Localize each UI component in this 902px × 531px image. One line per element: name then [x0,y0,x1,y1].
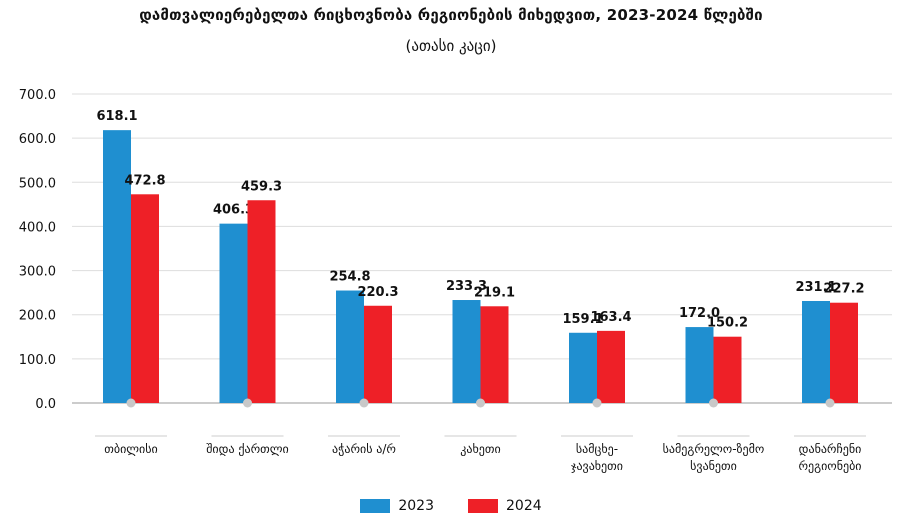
x-tick-label: სამცხე- [576,442,618,456]
x-tick-marker [359,398,369,408]
bar-2023 [219,223,248,403]
chart-title: დამთვალიერებელთა რიცხოვნობა რეგიონების მ… [139,6,763,24]
y-tick-label: 400.0 [19,220,56,235]
data-label-2023: 231.1 [795,280,836,295]
data-label-2024: 227.2 [823,282,864,297]
data-label-2023: 233.3 [446,279,487,294]
bar-2023 [336,290,364,403]
y-tick-label: 700.0 [19,88,56,103]
legend: 2023 2024 [0,498,902,514]
legend-swatch-2024 [468,499,498,513]
bar-2024 [247,200,276,403]
y-tick-label: 200.0 [19,309,56,324]
y-tick-label: 300.0 [19,265,56,280]
x-tick-marker [243,398,252,408]
data-label-2024: 459.3 [241,179,282,194]
x-tick-label: დანარჩენი [799,442,862,456]
x-tick-label: აჭარის ა/რ [332,442,396,456]
x-tick-label: ჯავახეთი [571,459,623,473]
data-label-2023: 159.1 [562,312,603,327]
data-label-2023: 254.8 [329,270,370,285]
data-label-2023: 618.1 [96,109,137,124]
bar-2024 [713,336,742,403]
bar-2023 [802,300,830,403]
bar-2023 [569,332,597,403]
y-tick-label: 100.0 [19,353,56,368]
x-tick-label: სამეგრელო-ზემო [663,442,765,456]
legend-item-2023: 2023 [360,498,434,514]
bar-2024 [830,302,858,403]
data-label-2024: 150.2 [707,316,748,331]
bar-2023 [103,130,131,403]
data-label-2024: 219.1 [474,285,515,300]
y-tick-label: 600.0 [19,132,56,147]
data-label-2024: 220.3 [357,285,398,300]
data-label-2024: 472.8 [124,173,165,188]
bar-2024 [480,306,509,403]
bar-2023 [685,327,714,403]
y-tick-label: 500.0 [19,176,56,191]
x-tick-marker [126,398,136,408]
x-tick-label: რეგიონები [798,459,861,473]
chart-subtitle: (ათასი კაცი) [405,37,497,55]
x-tick-label: კახეთი [460,442,500,456]
x-tick-label: სვანეთი [690,459,737,473]
legend-label-2023: 2023 [398,498,434,514]
legend-swatch-2023 [360,499,391,513]
bar-2024 [131,194,159,403]
data-label-2024: 163.4 [590,310,631,325]
x-tick-marker [476,398,485,408]
legend-item-2024: 2024 [468,498,542,514]
bar-2024 [597,330,625,403]
x-tick-marker [825,398,835,408]
x-tick-marker [709,398,718,408]
data-label-2023: 406.3 [213,203,254,218]
bar-chart: 0.0 100.0 200.0 300.0 400.0 500.0 600.0 700.0 61… [19,88,892,473]
bar-2024 [364,305,392,403]
bar-2023 [452,300,481,403]
x-tick-label: თბილისი [104,442,158,456]
y-tick-label: 0.0 [35,397,56,412]
data-label-2023: 172.0 [679,306,720,321]
x-tick-marker [592,398,602,408]
x-tick-label: შიდა ქართლი [206,442,289,456]
legend-label-2024: 2024 [506,498,542,514]
